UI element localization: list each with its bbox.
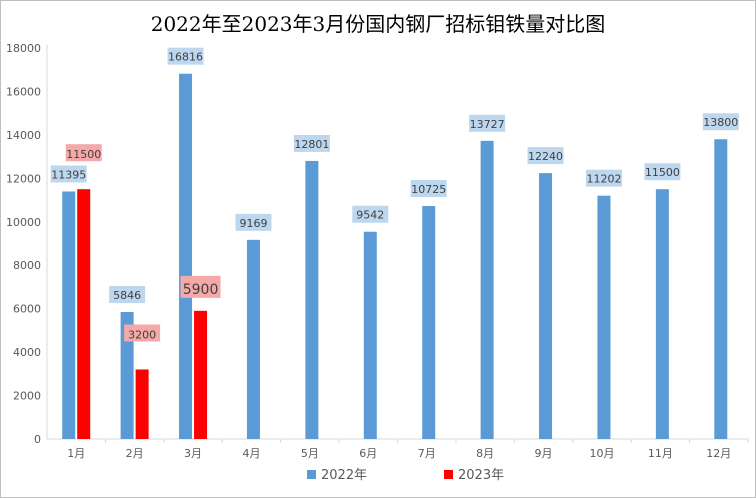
data-label-bg bbox=[65, 144, 102, 162]
bar-2023 bbox=[135, 369, 149, 439]
bar-2023 bbox=[194, 310, 208, 439]
bar-2022 bbox=[179, 73, 193, 439]
data-label-2022: 13727 bbox=[470, 118, 505, 131]
bar-2022 bbox=[363, 231, 377, 439]
x-tick-label: 6月 bbox=[359, 447, 377, 460]
legend-label: 2022年 bbox=[321, 468, 367, 483]
data-label-2022: 5846 bbox=[113, 289, 141, 302]
y-tick-label: 14000 bbox=[6, 129, 41, 142]
bar-2022 bbox=[539, 173, 553, 439]
chart-data-labels: 11395 11500 5846 3200 16816 5900 9169 12801 9542… bbox=[50, 47, 739, 342]
y-tick-label: 16000 bbox=[6, 85, 41, 98]
x-tick-label: 10月 bbox=[589, 447, 614, 460]
bar-2022 bbox=[62, 191, 76, 439]
y-tick-label: 8000 bbox=[13, 259, 41, 272]
x-tick-label: 7月 bbox=[418, 447, 436, 460]
chart-axes: 0 2000 4000 6000 8000 10000 12000 14000 16000 180… bbox=[6, 42, 749, 460]
data-label-bg bbox=[180, 275, 221, 298]
x-tick-label: 3月 bbox=[184, 447, 202, 460]
data-label-bg bbox=[167, 47, 204, 65]
data-label-bg bbox=[644, 163, 681, 181]
x-tick-label: 4月 bbox=[242, 447, 260, 460]
y-tick-label: 0 bbox=[34, 433, 41, 446]
data-label-bg bbox=[293, 134, 330, 152]
x-tick-label: 11月 bbox=[648, 447, 673, 460]
y-tick-label: 2000 bbox=[13, 390, 41, 403]
data-label-bg bbox=[410, 180, 447, 198]
y-tick-label: 10000 bbox=[6, 216, 41, 229]
y-tick-label: 12000 bbox=[6, 172, 41, 185]
data-label-bg bbox=[109, 286, 146, 304]
bar-2023 bbox=[77, 189, 91, 439]
chart-bars bbox=[62, 73, 728, 439]
legend-swatch bbox=[307, 470, 316, 479]
x-tick-label: 5月 bbox=[301, 447, 319, 460]
data-label-2022: 10725 bbox=[411, 183, 446, 196]
data-label-bg bbox=[50, 165, 87, 183]
data-label-2022: 12801 bbox=[294, 138, 329, 151]
y-tick-label: 6000 bbox=[13, 303, 41, 316]
x-tick-label: 2月 bbox=[126, 447, 144, 460]
data-label-2022: 11202 bbox=[586, 173, 621, 186]
data-label-bg bbox=[702, 113, 739, 131]
data-label-bg bbox=[352, 205, 389, 223]
data-label-2022: 9169 bbox=[239, 217, 267, 230]
data-label-2022: 11395 bbox=[51, 168, 86, 181]
data-label-bg bbox=[124, 324, 161, 342]
data-label-bg bbox=[469, 114, 506, 132]
x-tick-label: 9月 bbox=[535, 447, 553, 460]
data-label-2023: 5900 bbox=[183, 282, 219, 298]
data-label-2022: 12240 bbox=[528, 150, 563, 163]
data-label-2022: 9542 bbox=[356, 209, 384, 222]
data-label-2022: 13800 bbox=[703, 116, 738, 129]
data-label-bg bbox=[235, 213, 272, 231]
data-label-bg bbox=[585, 169, 622, 187]
x-tick-label: 1月 bbox=[67, 447, 85, 460]
y-tick-label: 4000 bbox=[13, 346, 41, 359]
data-label-2023: 3200 bbox=[128, 328, 156, 341]
bar-2022 bbox=[246, 239, 260, 439]
chart-title: 2022年至2023年3月份国内钢厂招标钼铁量对比图 bbox=[151, 12, 606, 36]
data-label-2023: 11500 bbox=[66, 148, 101, 161]
legend-label: 2023年 bbox=[458, 468, 504, 483]
y-tick-label: 18000 bbox=[6, 42, 41, 55]
legend-swatch bbox=[444, 470, 453, 479]
chart-legend: 2022年 2023年 bbox=[307, 468, 504, 483]
bar-2022 bbox=[305, 160, 319, 439]
x-tick-label: 12月 bbox=[706, 447, 731, 460]
bar-2022 bbox=[422, 206, 436, 439]
bar-2022 bbox=[120, 312, 134, 439]
data-label-bg bbox=[527, 147, 564, 165]
data-label-2022: 16816 bbox=[168, 51, 203, 64]
bar-2022 bbox=[597, 195, 611, 439]
x-tick-label: 8月 bbox=[476, 447, 494, 460]
bar-2022 bbox=[714, 139, 728, 439]
bar-2022 bbox=[655, 189, 669, 439]
data-label-2022: 11500 bbox=[645, 166, 680, 179]
bar-2022 bbox=[480, 140, 494, 439]
